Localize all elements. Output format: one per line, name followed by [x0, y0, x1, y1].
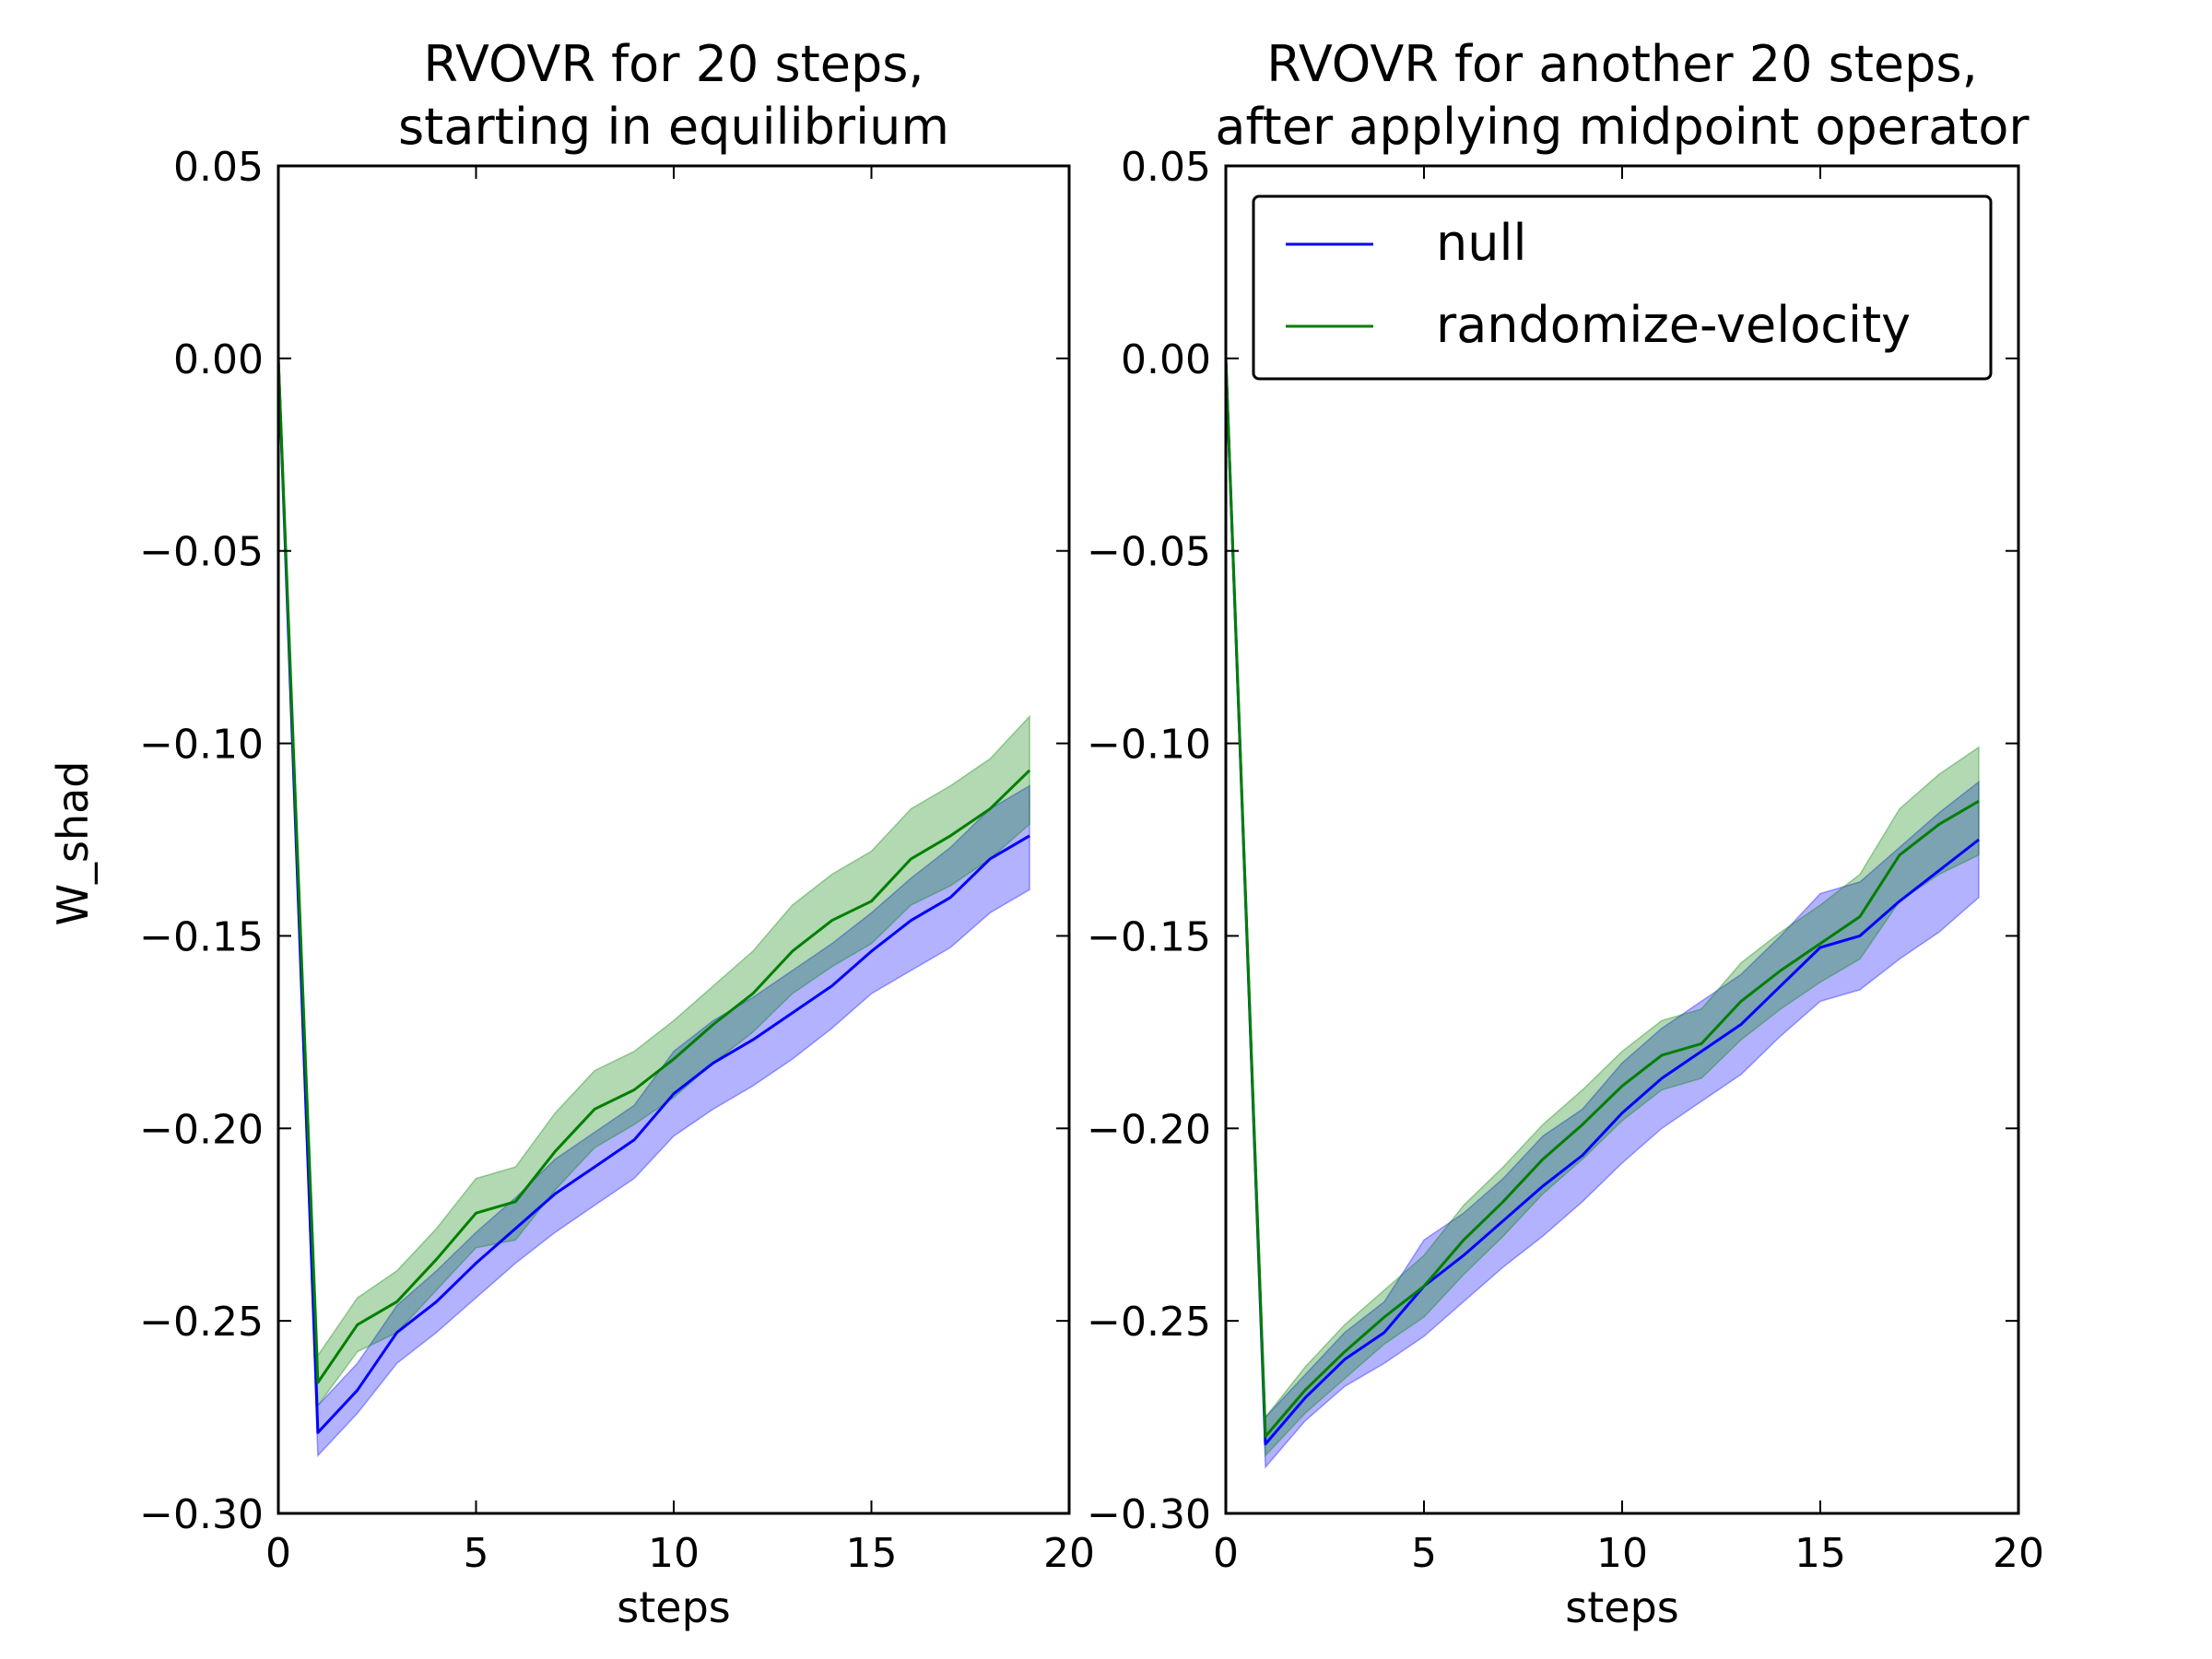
right-chart-y-tick-label: −0.05	[1087, 529, 1211, 576]
left-chart-x-tick-label: 0	[265, 1530, 291, 1577]
right-chart-y-tick-label: −0.25	[1087, 1299, 1211, 1346]
left-chart-y-tick-label: −0.15	[139, 913, 264, 960]
right-chart-line-null	[1224, 358, 1980, 1446]
right-chart-y-tick-label: 0.05	[1121, 144, 1211, 191]
left-chart-panel: RVOVR for 20 steps, starting in equilibr…	[48, 35, 1095, 1632]
left-chart-y-tick-label: −0.25	[139, 1299, 264, 1346]
legend-label-null: null	[1436, 214, 1526, 272]
right-chart-x-axis-label: steps	[1565, 1583, 1678, 1632]
right-chart-y-tick-label: −0.10	[1087, 722, 1211, 769]
left-chart-line-null	[276, 358, 1030, 1434]
left-chart-y-tick-label: −0.30	[139, 1491, 264, 1538]
right-chart-y-tick-label: −0.30	[1087, 1491, 1211, 1538]
left-chart-x-axis-label: steps	[617, 1583, 730, 1632]
left-chart-y-tick-label: 0.00	[173, 336, 264, 383]
right-chart-title-line-1: RVOVR for another 20 steps,	[1266, 35, 1977, 93]
right-chart-x-tick-label: 10	[1596, 1530, 1648, 1577]
left-chart-plot-frame	[276, 164, 1071, 1515]
right-chart-y-tick-label: −0.20	[1087, 1106, 1211, 1153]
left-chart-title-line-1: RVOVR for 20 steps,	[423, 35, 924, 93]
right-chart-title-line-2: after applying midpoint operator	[1215, 98, 2030, 156]
legend-box	[1252, 194, 1993, 381]
right-chart-panel: RVOVR for another 20 steps, after applyi…	[1087, 35, 2044, 1632]
right-chart-x-tick-label: 20	[1993, 1530, 2044, 1577]
right-chart-x-tick-label: 0	[1213, 1530, 1239, 1577]
right-chart-y-tick-label: 0.00	[1121, 336, 1211, 383]
right-chart-x-tick-label: 5	[1411, 1530, 1437, 1577]
right-chart-line-randomize-velocity	[1224, 358, 1980, 1438]
legend-label-randomize-velocity: randomize-velocity	[1436, 296, 1911, 354]
legend: null randomize-velocity	[1252, 194, 1993, 381]
left-chart-y-tick-label: 0.05	[173, 144, 264, 191]
right-chart-y-tick-label: −0.15	[1087, 913, 1211, 960]
left-chart-y-tick-label: −0.05	[139, 529, 264, 576]
left-chart-x-tick-label: 5	[464, 1530, 489, 1577]
right-chart-plot-frame	[1224, 164, 2020, 1515]
left-chart-y-tick-label: −0.10	[139, 722, 264, 769]
left-chart-title-line-2: starting in equilibrium	[398, 98, 949, 156]
left-chart-y-axis-label: W_shad	[48, 761, 98, 926]
left-chart-x-tick-label: 20	[1043, 1530, 1095, 1577]
left-chart-y-tick-label: −0.20	[139, 1106, 264, 1153]
left-chart-x-tick-label: 15	[846, 1530, 898, 1577]
left-chart-line-randomize-velocity	[276, 358, 1031, 1384]
left-chart-x-tick-label: 10	[648, 1530, 700, 1577]
right-chart-x-tick-label: 15	[1794, 1530, 1846, 1577]
